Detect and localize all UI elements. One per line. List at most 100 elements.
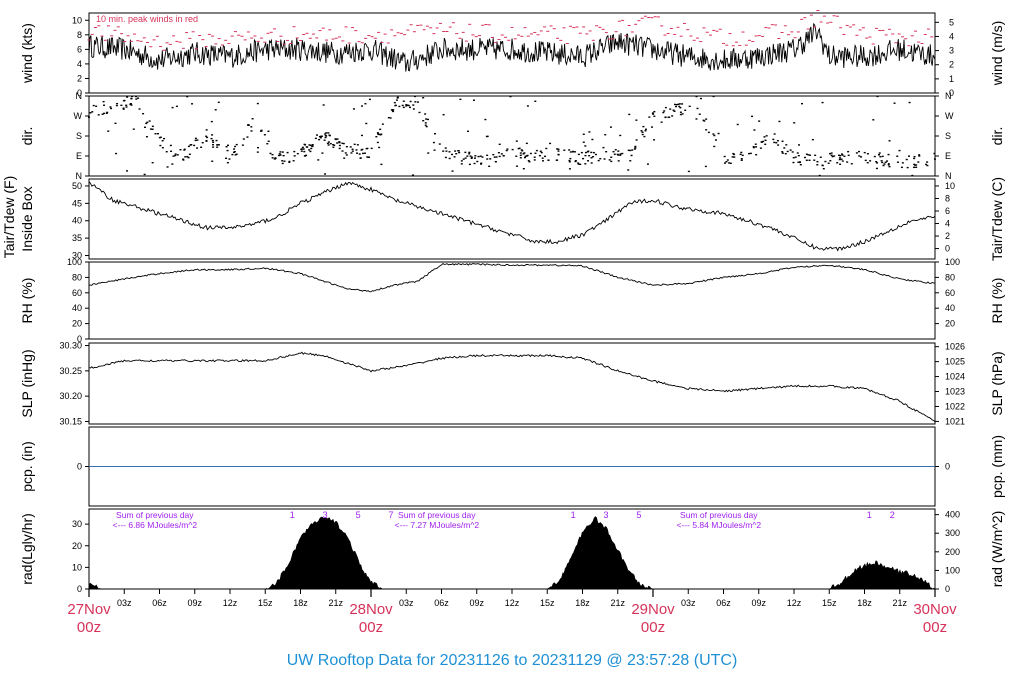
rad-annotation-line2: <--- 6.86 MJoules/m^2 [113,520,198,530]
temp-left-tick-label: 50 [72,181,82,191]
temp-left-tick-label: 45 [72,198,82,208]
temp-right-tick-label: 2 [945,231,950,241]
panel-frame-rh [88,261,936,340]
rad-right-label: rad (W/m^2) [989,511,1005,588]
slp-right-tick-label: 1023 [945,387,965,397]
rh-right-tick-label: 40 [945,303,955,313]
x-hour-tick-label: 21z [328,598,343,608]
rad-hour-marker: 3 [603,510,608,520]
rad-left-tick-label: 0 [77,584,82,594]
wind-left-tick-label: 10 [72,15,82,25]
rh-right-tick-label: 100 [945,257,960,267]
x-day-date-label: 30Nov [913,601,957,618]
rad-right-tick-label: 200 [945,547,960,557]
pcp-left-label: pcp. (in) [19,441,35,492]
x-hour-tick-label: 06z [716,598,731,608]
x-hour-tick-label: 21z [892,598,907,608]
rh-right-label: RH (%) [989,278,1005,324]
x-hour-tick-label: 09z [187,598,202,608]
rad-left-tick-label: 10 [72,562,82,572]
rad-right-tick-label: 300 [945,528,960,538]
rad-right-tick-label: 400 [945,510,960,520]
x-day-date-label: 27Nov [67,601,111,618]
wind-right-tick-label: 3 [949,46,954,56]
peak-wind-note: 10 min. peak winds in red [96,14,198,24]
wind-right-tick-label: 5 [949,17,954,27]
rad-right-tick-label: 100 [945,565,960,575]
x-hour-tick-label: 18z [857,598,872,608]
rad-hour-marker: 3 [323,510,328,520]
x-hour-tick-label: 12z [223,598,238,608]
x-hour-tick-label: 03z [117,598,132,608]
slp-right-tick-label: 1025 [945,357,965,367]
wind-right-tick-label: 4 [949,31,954,41]
rad-annotation-line1: Sum of previous day [116,510,194,520]
slp-left-tick-label: 30.30 [59,341,82,351]
wind-right-tick-label: 1 [949,74,954,84]
x-hour-tick-label: 06z [152,598,167,608]
x-hour-tick-label: 15z [822,598,837,608]
x-hour-tick-label: 12z [505,598,520,608]
dir-right-tick-label: W [945,111,954,121]
dir-left-tick-label: E [76,151,82,161]
temp-right-tick-label: 10 [945,181,955,191]
temp-right-label: Tair/Tdew (C) [989,177,1005,261]
slp-right-label: SLP (hPa) [989,351,1005,415]
dir-left-tick-label: N [76,91,83,101]
slp-left-tick-label: 30.20 [59,391,82,401]
x-day-date-label: 28Nov [349,601,393,618]
x-day-date-label: 29Nov [631,601,675,618]
dir-right-label: dir. [989,127,1005,146]
wind-left-tick-label: 0 [77,88,82,98]
panel-frame-dir [88,95,936,177]
rh-left-tick-label: 80 [72,272,82,282]
slp-left-label: SLP (inHg) [19,349,35,417]
x-hour-tick-label: 12z [787,598,802,608]
slp-right-tick-label: 1021 [945,416,965,426]
wind-right-tick-label: 2 [949,60,954,70]
rh-left-tick-label: 0 [77,334,82,344]
dir-right-tick-label: S [945,131,951,141]
rad-left-label: rad(Lgly/hr) [19,513,35,585]
rad-annotation-line1: Sum of previous day [680,510,758,520]
temp-right-tick-label: 8 [945,193,950,203]
temp-right-tick-label: 0 [945,244,950,254]
x-hour-tick-label: 15z [540,598,555,608]
chart-title: UW Rooftop Data for 20231126 to 20231129… [287,652,738,669]
rad-left-tick-label: 30 [72,519,82,529]
temp-left-tick-label: 40 [72,216,82,226]
rh-left-tick-label: 40 [72,303,82,313]
dir-left-tick-label: N [76,171,83,181]
slp-left-tick-label: 30.25 [59,366,82,376]
wind-left-tick-label: 8 [77,30,82,40]
rad-hour-marker: 5 [356,510,361,520]
pcp-right-label: pcp. (mm) [989,435,1005,498]
rad-hour-marker: 1 [290,510,295,520]
pcp-right-tick-label: 0 [945,462,950,472]
dir-left-label: dir. [19,127,35,146]
wind-right-label: wind (m/s) [989,21,1005,87]
wind-left-tick-label: 2 [77,73,82,83]
pcp-left-tick-label: 0 [77,462,82,472]
dir-left-tick-label: S [76,131,82,141]
slp-right-tick-label: 1022 [945,401,965,411]
temp-right-tick-label: 4 [945,219,950,229]
x-hour-tick-label: 15z [258,598,273,608]
dir-right-tick-label: N [945,91,952,101]
slp-right-tick-label: 1026 [945,342,965,352]
panel-frame-rad [88,508,936,590]
temp-left-tick-label: 35 [72,233,82,243]
x-hour-tick-label: 03z [399,598,414,608]
rh-left-tick-label: 60 [72,288,82,298]
x-hour-tick-label: 06z [434,598,449,608]
rad-right-tick-label: 0 [945,584,950,594]
x-hour-tick-label: 18z [575,598,590,608]
rh-right-tick-label: 20 [945,319,955,329]
wind-left-tick-label: 4 [77,59,82,69]
x-hour-tick-label: 03z [681,598,696,608]
rh-right-tick-label: 60 [945,288,955,298]
slp-right-tick-label: 1024 [945,372,965,382]
rh-series-line [88,263,936,293]
rh-left-tick-label: 20 [72,319,82,329]
